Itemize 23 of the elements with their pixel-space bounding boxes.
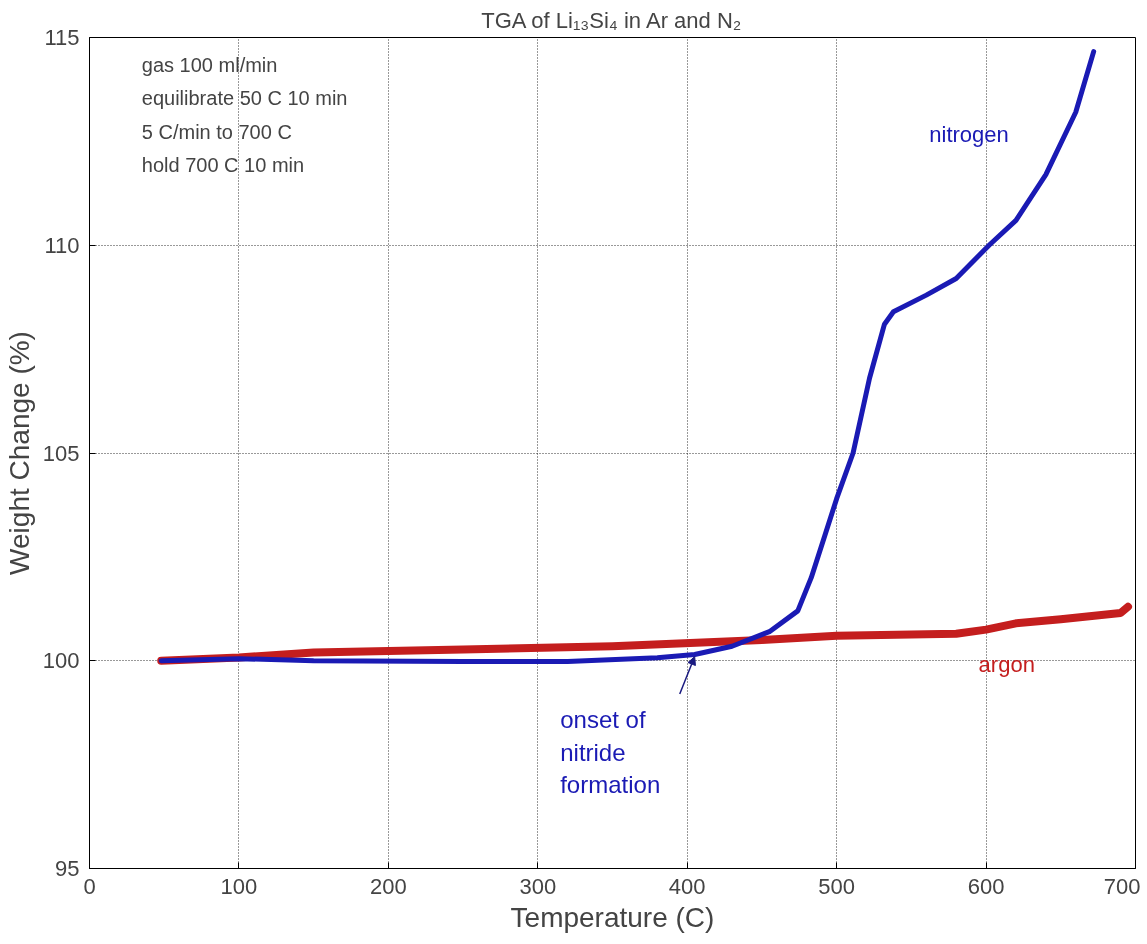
y-tick-label: 95 xyxy=(55,856,80,881)
x-tick-label: 500 xyxy=(818,873,856,899)
annotation: 5 C/min to 700 C xyxy=(141,120,292,143)
x-tick-label: 100 xyxy=(220,873,258,899)
chart-title: TGA of Li₁₃Si₄ in Ar and N₂ xyxy=(481,7,742,33)
x-tick-label: 700 xyxy=(1103,873,1141,899)
text: nitrogen xyxy=(929,122,1009,148)
y-tick-label: 105 xyxy=(42,440,80,466)
x-tick-label: 600 xyxy=(967,873,1005,899)
y-tick-label: 110 xyxy=(44,232,80,258)
annotation: gas 100 ml/min xyxy=(141,54,278,77)
annotation: equilibrate 50 C 10 min xyxy=(141,87,348,110)
y-tick-label: 115 xyxy=(44,25,80,50)
series-label: argon xyxy=(978,652,1035,678)
annotation: hold 700 C 10 min xyxy=(141,153,305,176)
y-tick-label: 100 xyxy=(42,648,80,674)
x-tick-label: 0 xyxy=(83,873,96,899)
x-axis-title: Temperature (C) xyxy=(510,901,715,933)
x-tick-label: 300 xyxy=(519,873,557,899)
x-tick-label: 200 xyxy=(370,873,407,899)
annotation: onset of nitride formation xyxy=(560,706,661,799)
x-tick-label: 400 xyxy=(668,873,706,899)
y-axis-title: Weight Change (%) xyxy=(3,331,35,575)
